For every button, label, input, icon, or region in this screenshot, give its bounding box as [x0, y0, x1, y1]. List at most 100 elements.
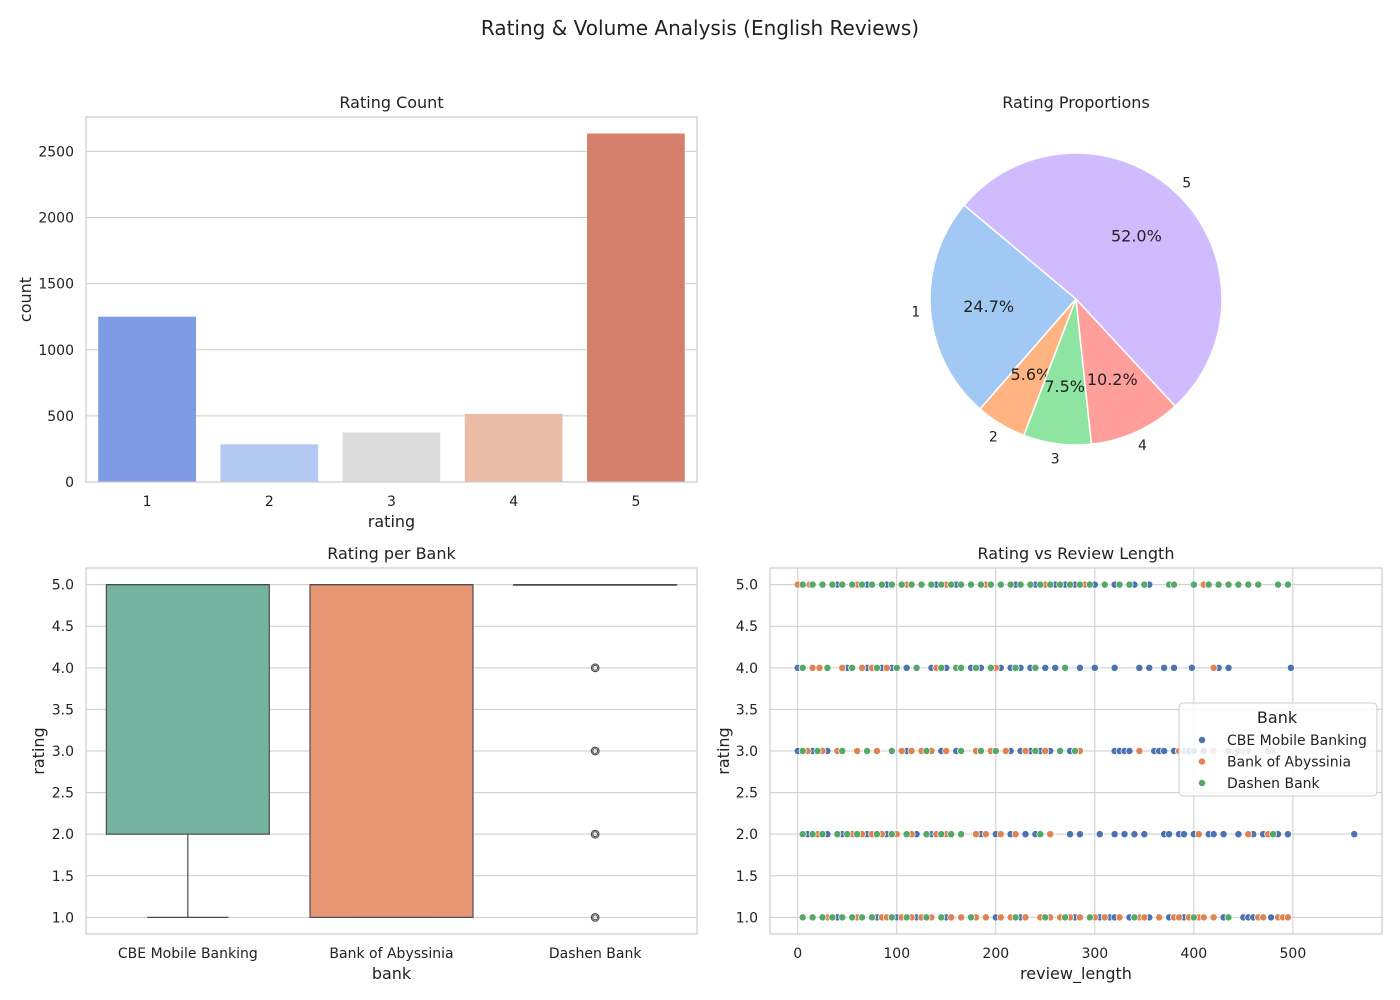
- scatter-point: [853, 747, 862, 755]
- scatter-point: [1140, 913, 1149, 922]
- chart-title: Rating vs Review Length: [978, 544, 1175, 563]
- scatter-point: [1021, 830, 1030, 839]
- scatter-point: [996, 830, 1005, 839]
- scatter-point: [1115, 913, 1124, 922]
- scatter-point: [947, 913, 956, 922]
- scatter-point: [976, 747, 985, 755]
- scatter-point: [858, 663, 867, 672]
- scatter-point: [818, 913, 827, 922]
- scatter-point: [848, 663, 857, 672]
- rating-count-chart: 0 500 1000 1500 2000 2500 1 2 3 4 5 Rating Count rat…: [16, 93, 698, 531]
- scatter-point: [1110, 663, 1119, 672]
- scatter-point: [858, 913, 867, 922]
- pie-percent-label: 24.7%: [963, 297, 1014, 316]
- scatter-point: [1125, 747, 1134, 755]
- scatter-point: [1041, 913, 1050, 922]
- scatter-point: [1283, 580, 1292, 589]
- y-tick-label: 3.0: [736, 744, 758, 760]
- pie-category-label: 3: [1051, 451, 1060, 467]
- scatter-point: [1076, 913, 1084, 922]
- y-tick-label: 1.0: [52, 910, 74, 926]
- scatter-point: [1194, 830, 1203, 839]
- outlier-point: [590, 663, 600, 673]
- scatter-point: [922, 830, 931, 839]
- scatter-point: [897, 580, 906, 589]
- y-tick-label: 500: [47, 409, 74, 425]
- pie-slice-5: [963, 152, 1223, 408]
- scatter-point: [942, 747, 951, 755]
- scatter-point: [907, 580, 916, 589]
- x-tick-label: Bank of Abyssinia: [329, 946, 453, 962]
- scatter-point: [813, 747, 822, 755]
- y-tick-label: 2500: [38, 144, 74, 160]
- scatter-point: [922, 747, 931, 755]
- pie-category-label: 5: [1182, 176, 1191, 192]
- bar-rating-2: [220, 444, 319, 482]
- y-tick-label: 2000: [38, 211, 74, 227]
- bar-rating-3: [342, 432, 441, 482]
- y-tick-label: 2.0: [52, 827, 74, 843]
- axes-frame: [769, 567, 1383, 935]
- y-tick-label: 5.0: [736, 578, 758, 594]
- legend-label: CBE Mobile Banking: [1227, 733, 1367, 749]
- scatter-point: [1011, 913, 1020, 922]
- scatter-point: [798, 663, 807, 672]
- scatter-point: [808, 663, 817, 672]
- scatter-point: [1041, 663, 1050, 672]
- legend: Bank CBE Mobile Banking Bank of Abyssinia D…: [1178, 702, 1378, 797]
- pie-category-label: 4: [1138, 438, 1147, 454]
- legend-box: [1178, 702, 1378, 797]
- legend-label: Bank of Abyssinia: [1227, 755, 1351, 771]
- scatter-point: [1175, 913, 1183, 922]
- outlier-point: [592, 914, 599, 921]
- scatter-point: [1286, 663, 1295, 672]
- x-tick-label: 300: [1081, 946, 1108, 962]
- scatter-point: [1274, 580, 1282, 589]
- scatter-point: [981, 830, 990, 839]
- x-tick-label: 5: [631, 494, 640, 510]
- scatter-point: [947, 830, 956, 839]
- scatter-point: [1135, 663, 1144, 672]
- x-tick-label: 200: [982, 946, 1009, 962]
- scatter-point: [887, 580, 896, 589]
- scatter-point: [937, 663, 946, 672]
- scatter-point: [887, 830, 896, 839]
- scatter-point: [937, 830, 946, 839]
- scatter-point: [1076, 663, 1084, 672]
- box-iqr: [309, 584, 474, 918]
- pie-percent-label: 52.0%: [1111, 227, 1162, 246]
- scatter-point: [1011, 830, 1020, 839]
- scatter-point: [798, 747, 807, 755]
- y-tick-label: 1500: [38, 277, 74, 293]
- scatter-point: [882, 663, 891, 672]
- figure-suptitle: Rating & Volume Analysis (English Review…: [481, 16, 919, 40]
- scatter-point: [1283, 830, 1292, 839]
- scatter-point: [1085, 580, 1094, 589]
- y-tick-label: 3.5: [52, 702, 74, 718]
- scatter-point: [1170, 580, 1178, 589]
- outlier-point: [592, 748, 599, 754]
- scatter-point: [1001, 747, 1010, 755]
- y-tick-label: 3.5: [736, 702, 758, 718]
- scatter-point: [1160, 747, 1169, 755]
- scatter-point: [1125, 580, 1134, 589]
- series-dashen-bank: [798, 580, 1292, 922]
- scatter-point: [798, 913, 807, 922]
- scatter-point: [873, 747, 881, 755]
- x-tick-label: 100: [883, 946, 910, 962]
- rating-vs-review-length-chart: 0 100 200 300 400 500 1.0 1.5 2.0 2.5 3.0 3.5 4.0 4.5…: [714, 544, 1383, 984]
- pie-category-label: 2: [989, 430, 998, 446]
- y-tick-label: 2.5: [736, 786, 758, 802]
- scatter-point: [991, 747, 1000, 755]
- scatter-point: [823, 663, 832, 672]
- x-tick-label: 1: [143, 494, 152, 510]
- y-axis-label: count: [16, 277, 35, 322]
- x-tick-label: Dashen Bank: [549, 946, 643, 962]
- scatter-point: [1259, 913, 1268, 922]
- scatter-point: [1283, 913, 1292, 922]
- scatter-point: [1209, 663, 1218, 672]
- scatter-point: [818, 580, 827, 589]
- scatter-point: [957, 747, 966, 755]
- scatter-point: [1115, 580, 1124, 589]
